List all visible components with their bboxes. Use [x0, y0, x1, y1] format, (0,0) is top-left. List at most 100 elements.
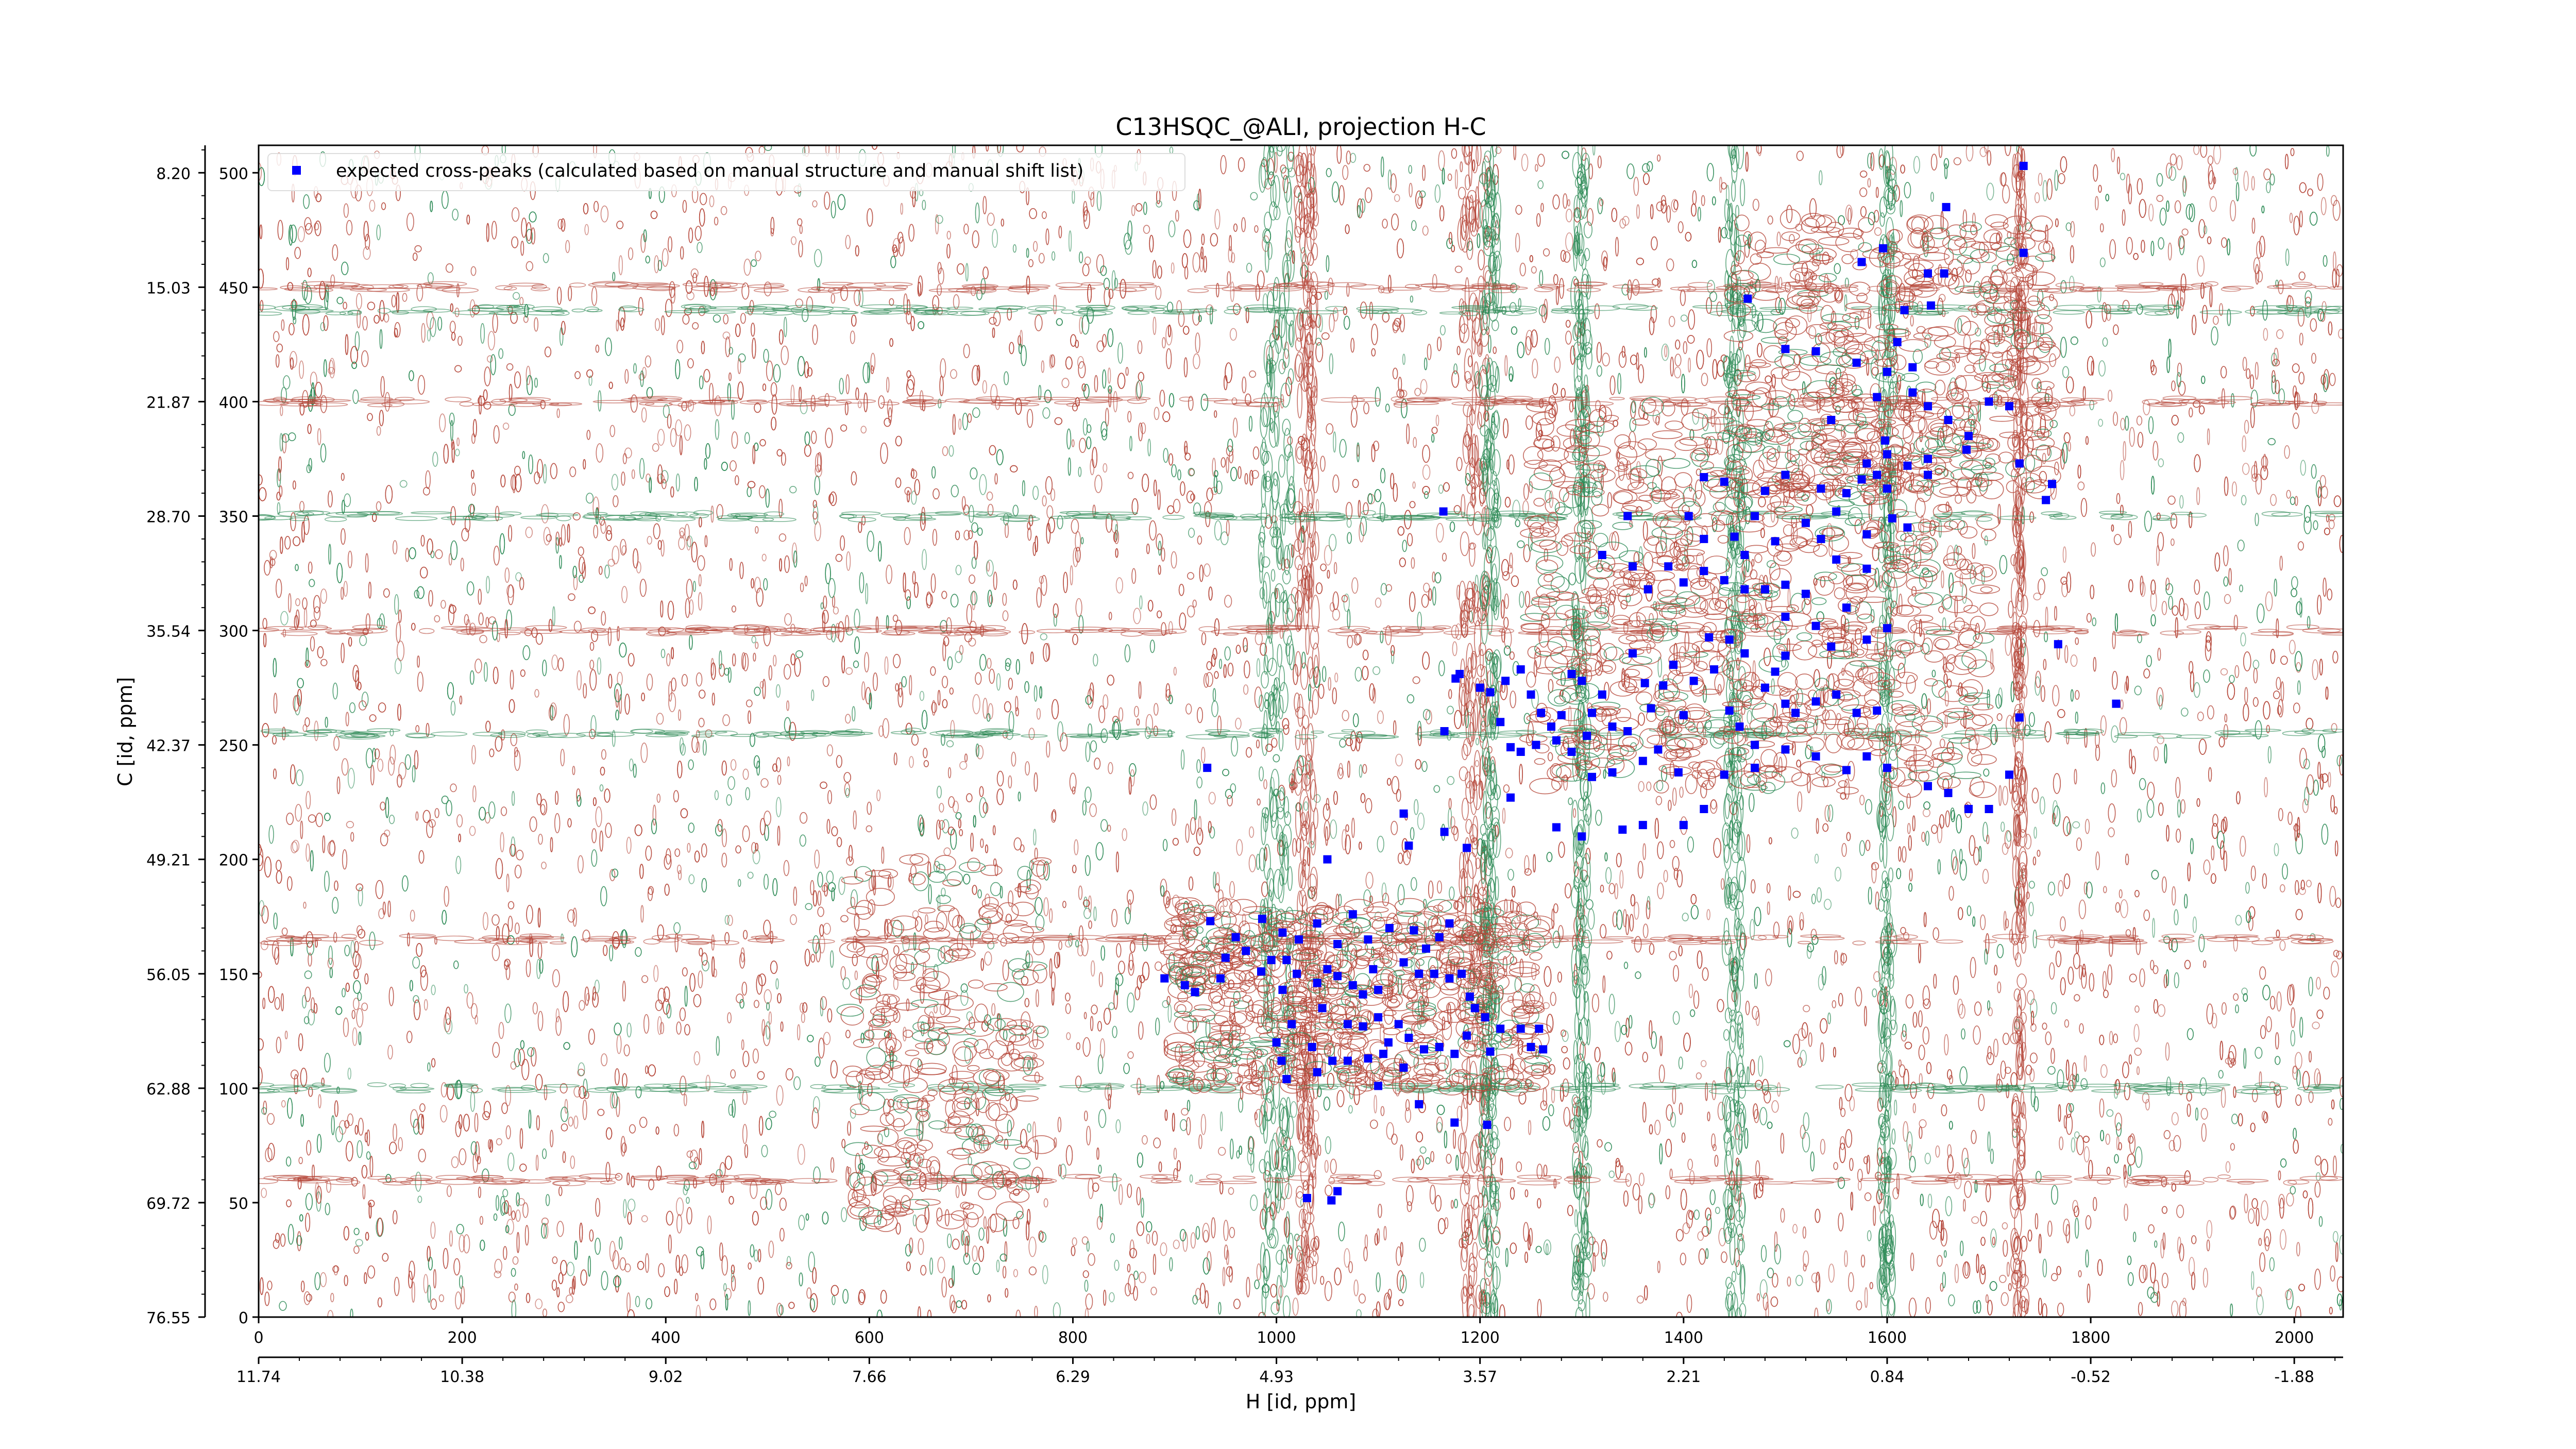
cross-peak-marker — [1496, 1024, 1505, 1033]
y-ppm-label: 69.72 — [146, 1195, 191, 1213]
cross-peak-marker — [1873, 470, 1882, 479]
cross-peak-marker — [1379, 1050, 1387, 1058]
cross-peak-marker — [1415, 969, 1423, 978]
cross-peak-marker — [2015, 713, 2024, 722]
cross-peak-marker — [1476, 683, 1484, 692]
cross-peak-marker — [1501, 677, 1510, 685]
x-ppm-label: 2.21 — [1666, 1368, 1701, 1386]
y-ppm-label: 49.21 — [146, 852, 191, 870]
cross-peak-marker — [1705, 633, 1714, 642]
cross-peak-marker — [1760, 585, 1769, 594]
cross-peak-marker — [1404, 1034, 1413, 1042]
cross-peak-marker — [1567, 670, 1576, 678]
cross-peak-marker — [1333, 1187, 1342, 1195]
cross-peak-marker — [1679, 821, 1688, 830]
x-ppm-label: -1.88 — [2274, 1368, 2314, 1386]
cross-peak-marker — [1458, 969, 1466, 978]
cross-peak-marker — [1277, 1056, 1286, 1065]
cross-peak-marker — [1791, 709, 1800, 717]
cross-peak-marker — [1598, 551, 1606, 559]
cross-peak-marker — [1842, 603, 1851, 612]
cross-peak-marker — [1465, 992, 1474, 1001]
cross-peak-marker — [1832, 690, 1841, 699]
cross-peak-marker — [2005, 402, 2013, 411]
y-tick-label: 400 — [219, 394, 248, 412]
cross-peak-marker — [2005, 770, 2013, 779]
cross-peak-marker — [2042, 496, 2050, 504]
cross-peak-marker — [1313, 979, 1321, 987]
cross-peak-marker — [1327, 1196, 1336, 1205]
cross-peak-marker — [1308, 1042, 1316, 1051]
cross-peak-marker — [1410, 926, 1418, 935]
cross-peak-marker — [1348, 981, 1357, 989]
cross-peak-marker — [1638, 756, 1647, 765]
cross-peak-marker — [1781, 345, 1790, 353]
cross-peak-marker — [1496, 718, 1505, 727]
y-tick-label: 350 — [219, 509, 248, 527]
cross-peak-marker — [1567, 748, 1576, 756]
cross-peak-marker — [1924, 782, 1932, 790]
cross-peak-marker — [1740, 649, 1749, 658]
cross-peak-marker — [1231, 933, 1240, 941]
x-tick-label: 1200 — [1461, 1329, 1500, 1347]
cross-peak-marker — [1893, 338, 1902, 346]
x-ppm-label: 6.29 — [1056, 1368, 1090, 1386]
cross-peak-marker — [1552, 736, 1561, 745]
cross-peak-marker — [1664, 562, 1673, 571]
cross-peak-marker — [2015, 459, 2024, 468]
cross-peak-marker — [1399, 809, 1408, 818]
x-tick-label: 1400 — [1664, 1329, 1703, 1347]
cross-peak-marker — [1399, 1063, 1408, 1072]
cross-peak-marker — [1191, 988, 1199, 997]
x-tick-label: 1000 — [1257, 1329, 1296, 1347]
cross-peak-marker — [1842, 489, 1851, 498]
x-ppm-label: 11.74 — [236, 1368, 281, 1386]
cross-peak-marker — [1313, 1068, 1321, 1076]
cross-peak-marker — [1420, 1045, 1428, 1054]
cross-peak-marker — [1924, 470, 1932, 479]
cross-peak-marker — [1415, 1100, 1423, 1108]
cross-peak-marker — [1557, 711, 1566, 719]
cross-peak-marker — [1470, 1004, 1479, 1013]
cross-peak-marker — [1374, 1082, 1383, 1090]
cross-peak-marker — [1318, 1004, 1327, 1013]
cross-peak-marker — [1926, 301, 1935, 310]
cross-peak-marker — [1588, 772, 1596, 781]
cross-peak-marker — [1323, 855, 1332, 864]
cross-peak-marker — [1588, 709, 1596, 717]
y-tick-label: 0 — [239, 1309, 248, 1327]
cross-peak-marker — [1422, 944, 1430, 953]
y-ppm-label: 35.54 — [146, 623, 191, 641]
cross-peak-marker — [1578, 677, 1586, 685]
cross-peak-marker — [1287, 1020, 1296, 1029]
cross-peak-marker — [1623, 512, 1632, 520]
cross-peak-marker — [1359, 990, 1367, 999]
cross-peak-marker — [1608, 768, 1617, 777]
y-ppm-label: 8.20 — [156, 165, 191, 183]
cross-peak-marker — [1481, 1013, 1489, 1022]
cross-peak-marker — [1629, 649, 1637, 658]
cross-peak-marker — [1857, 475, 1866, 484]
cross-peak-marker — [1532, 740, 1540, 749]
cross-peak-marker — [1674, 768, 1683, 777]
cross-peak-marker — [1801, 518, 1810, 527]
cross-peak-marker — [1267, 956, 1276, 965]
cross-peak-marker — [1463, 1031, 1471, 1040]
cross-peak-marker — [1842, 766, 1851, 774]
legend-label: expected cross-peaks (calculated based o… — [336, 161, 1083, 181]
cross-peak-marker — [1435, 933, 1444, 941]
cross-peak-marker — [1725, 706, 1734, 715]
y-axis: 0 76.55 50 69.72 100 62.88 150 56.05 200 49.21 250… — [146, 145, 259, 1327]
cross-peak-marker — [1908, 388, 1917, 397]
cross-peak-marker — [1781, 651, 1790, 660]
cross-peak-marker — [1369, 965, 1378, 973]
cross-peak-marker — [1618, 825, 1627, 834]
cross-peak-marker — [2019, 162, 2028, 170]
cross-peak-marker — [1647, 704, 1655, 713]
cross-peak-marker — [1343, 1020, 1352, 1029]
cross-peak-marker — [1539, 1045, 1548, 1054]
cross-peak-marker — [1883, 450, 1891, 459]
cross-peak-marker — [1725, 635, 1734, 644]
contour-layer — [259, 145, 2343, 1317]
